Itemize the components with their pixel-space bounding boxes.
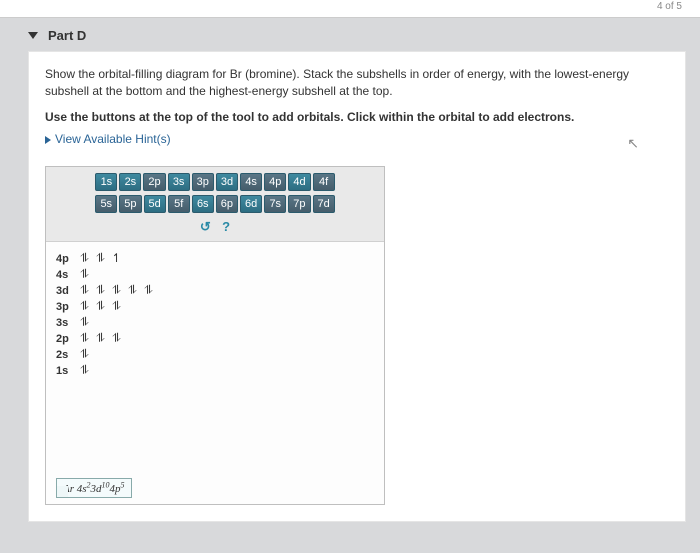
shell-3p[interactable]: 3p⥮⥮⥮	[56, 298, 374, 314]
orbital-btn-4s[interactable]: 4s	[240, 173, 262, 191]
orbital-btn-6s[interactable]: 6s	[192, 195, 214, 213]
orbital-row-2: 5s5p5d5f6s6p6d7s7p7d	[52, 195, 378, 213]
help-button[interactable]: ?	[222, 219, 230, 234]
hints-label: View Available Hint(s)	[55, 132, 171, 146]
orbital-btn-7d[interactable]: 7d	[313, 195, 335, 213]
shell-stack: 4p⥮⥮↿4s⥮3d⥮⥮⥮⥮⥮3p⥮⥮⥮3s⥮2p⥮⥮⥮2s⥮1s⥮	[56, 250, 374, 378]
shell-label: 4s	[56, 267, 76, 283]
chevron-right-icon	[45, 136, 51, 144]
orbital-btn-4p[interactable]: 4p	[264, 173, 286, 191]
electron-box[interactable]: ⥮	[76, 282, 92, 298]
orbital-btn-3d[interactable]: 3d	[216, 173, 238, 191]
shell-label: 2s	[56, 347, 76, 363]
orbital-btn-6d[interactable]: 6d	[240, 195, 262, 213]
orbital-btn-5s[interactable]: 5s	[95, 195, 117, 213]
electron-config-result: Ar 4s23d104p5	[56, 478, 132, 499]
shell-4p[interactable]: 4p⥮⥮↿	[56, 250, 374, 266]
control-row: ↺ ?	[52, 217, 378, 239]
orbital-tool: 1s2s2p3s3p3d4s4p4d4f 5s5p5d5f6s6p6d7s7p7…	[45, 166, 385, 505]
cursor-icon: ↖	[627, 135, 639, 152]
shell-4s[interactable]: 4s⥮	[56, 266, 374, 282]
shell-label: 1s	[56, 363, 76, 379]
electron-box[interactable]: ⥮	[124, 282, 140, 298]
orbital-btn-4d[interactable]: 4d	[288, 173, 310, 191]
orbital-btn-3p[interactable]: 3p	[192, 173, 214, 191]
shell-label: 3s	[56, 315, 76, 331]
orbital-button-bar: 1s2s2p3s3p3d4s4p4d4f 5s5p5d5f6s6p6d7s7p7…	[46, 167, 384, 242]
orbital-btn-5p[interactable]: 5p	[119, 195, 141, 213]
electron-box[interactable]: ↿	[108, 250, 124, 266]
shell-label: 2p	[56, 331, 76, 347]
shell-1s[interactable]: 1s⥮	[56, 362, 374, 378]
instruction-bold: Use the buttons at the top of the tool t…	[45, 109, 669, 126]
shell-label: 3p	[56, 299, 76, 315]
orbital-row-1: 1s2s2p3s3p3d4s4p4d4f	[52, 173, 378, 191]
page-counter: 4 of 5	[0, 0, 700, 18]
electron-box[interactable]: ⥮	[76, 330, 92, 346]
collapse-icon	[28, 32, 38, 39]
shell-2p[interactable]: 2p⥮⥮⥮	[56, 330, 374, 346]
electron-box[interactable]: ⥮	[76, 314, 92, 330]
electron-box[interactable]: ⥮	[92, 298, 108, 314]
electron-box[interactable]: ⥮	[108, 298, 124, 314]
electron-box[interactable]: ⥮	[140, 282, 156, 298]
orbital-btn-2s[interactable]: 2s	[119, 173, 141, 191]
orbital-btn-7s[interactable]: 7s	[264, 195, 286, 213]
orbital-btn-7p[interactable]: 7p	[288, 195, 310, 213]
electron-box[interactable]: ⥮	[108, 330, 124, 346]
view-hints-link[interactable]: View Available Hint(s)	[45, 132, 171, 146]
shell-3d[interactable]: 3d⥮⥮⥮⥮⥮	[56, 282, 374, 298]
orbital-btn-4f[interactable]: 4f	[313, 173, 335, 191]
question-card: Show the orbital-filling diagram for Br …	[28, 51, 686, 522]
electron-box[interactable]: ⥮	[108, 282, 124, 298]
part-label: Part D	[48, 28, 86, 43]
orbital-btn-2p[interactable]: 2p	[143, 173, 165, 191]
electron-box[interactable]: ⥮	[76, 346, 92, 362]
shell-label: 3d	[56, 283, 76, 299]
electron-box[interactable]: ⥮	[92, 282, 108, 298]
shell-3s[interactable]: 3s⥮	[56, 314, 374, 330]
shell-label: 4p	[56, 251, 76, 267]
orbital-btn-1s[interactable]: 1s	[95, 173, 117, 191]
electron-box[interactable]: ⥮	[76, 266, 92, 282]
shell-2s[interactable]: 2s⥮	[56, 346, 374, 362]
electron-box[interactable]: ⥮	[92, 250, 108, 266]
electron-box[interactable]: ⥮	[92, 330, 108, 346]
electron-box[interactable]: ⥮	[76, 250, 92, 266]
orbital-btn-5d[interactable]: 5d	[144, 195, 166, 213]
orbital-btn-5f[interactable]: 5f	[168, 195, 190, 213]
electron-box[interactable]: ⥮	[76, 298, 92, 314]
result-corner-icon	[56, 486, 68, 498]
undo-button[interactable]: ↺	[200, 219, 211, 235]
part-header[interactable]: Part D	[28, 28, 700, 43]
electron-box[interactable]: ⥮	[76, 362, 92, 378]
orbital-btn-3s[interactable]: 3s	[168, 173, 190, 191]
orbital-btn-6p[interactable]: 6p	[216, 195, 238, 213]
orbital-canvas[interactable]: 4p⥮⥮↿4s⥮3d⥮⥮⥮⥮⥮3p⥮⥮⥮3s⥮2p⥮⥮⥮2s⥮1s⥮ Ar 4s…	[46, 242, 384, 504]
instruction-text: Show the orbital-filling diagram for Br …	[45, 66, 669, 101]
